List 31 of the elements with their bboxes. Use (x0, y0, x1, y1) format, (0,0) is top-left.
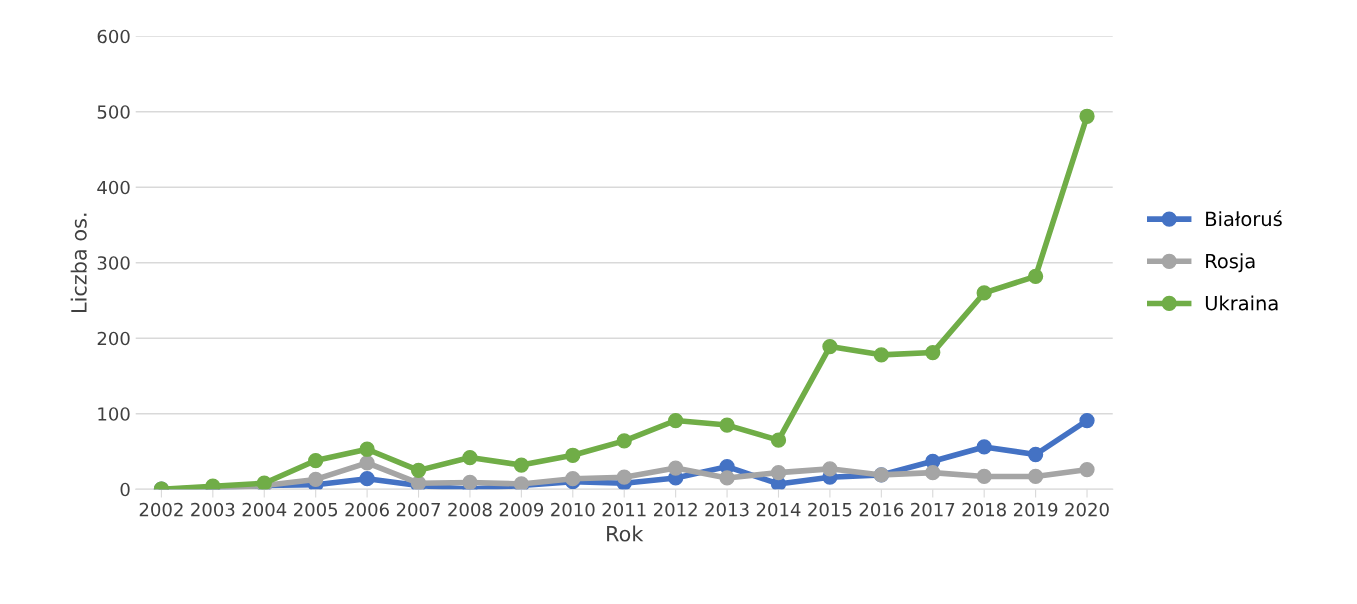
x-tick-label: 2009 (499, 502, 544, 517)
y-axis-title: Liczba os. (70, 213, 87, 313)
x-tick-label: 2016 (859, 502, 904, 517)
y-tick-label: 200 (97, 331, 130, 346)
legend-label: Ukraina (1205, 295, 1278, 311)
x-tick-label: 2018 (962, 502, 1006, 517)
x-axis-title: Rok (607, 525, 644, 542)
y-tick-label: 300 (97, 256, 130, 270)
x-tick-label: 2019 (1013, 502, 1058, 517)
x-tick-label: 2012 (653, 502, 697, 517)
x-tick-label: 2017 (911, 502, 955, 517)
y-tick-label: 600 (97, 29, 130, 44)
x-tick-label: 2020 (1065, 502, 1109, 517)
x-tick-label: 2014 (756, 502, 801, 517)
y-tick-label: 100 (98, 407, 130, 421)
x-tick-label: 2006 (345, 502, 389, 517)
legend-label: Rosja (1206, 253, 1255, 273)
y-tick-label: 400 (97, 180, 130, 195)
x-tick-label: 2002 (139, 502, 183, 517)
x-tick-label: 2008 (448, 502, 492, 517)
x-tick-label: 2007 (396, 502, 440, 517)
x-tick-label: 2003 (191, 502, 235, 517)
x-tick-label: 2004 (242, 502, 287, 517)
y-tick-label: 500 (97, 105, 130, 119)
x-tick-label: 2011 (602, 502, 646, 517)
y-tick-label: 0 (120, 482, 130, 497)
x-tick-label: 2015 (808, 502, 852, 517)
legend-label: Białoruś (1206, 210, 1282, 227)
x-tick-label: 2005 (294, 502, 338, 517)
x-tick-label: 2013 (705, 502, 749, 517)
x-tick-label: 2010 (551, 502, 595, 517)
